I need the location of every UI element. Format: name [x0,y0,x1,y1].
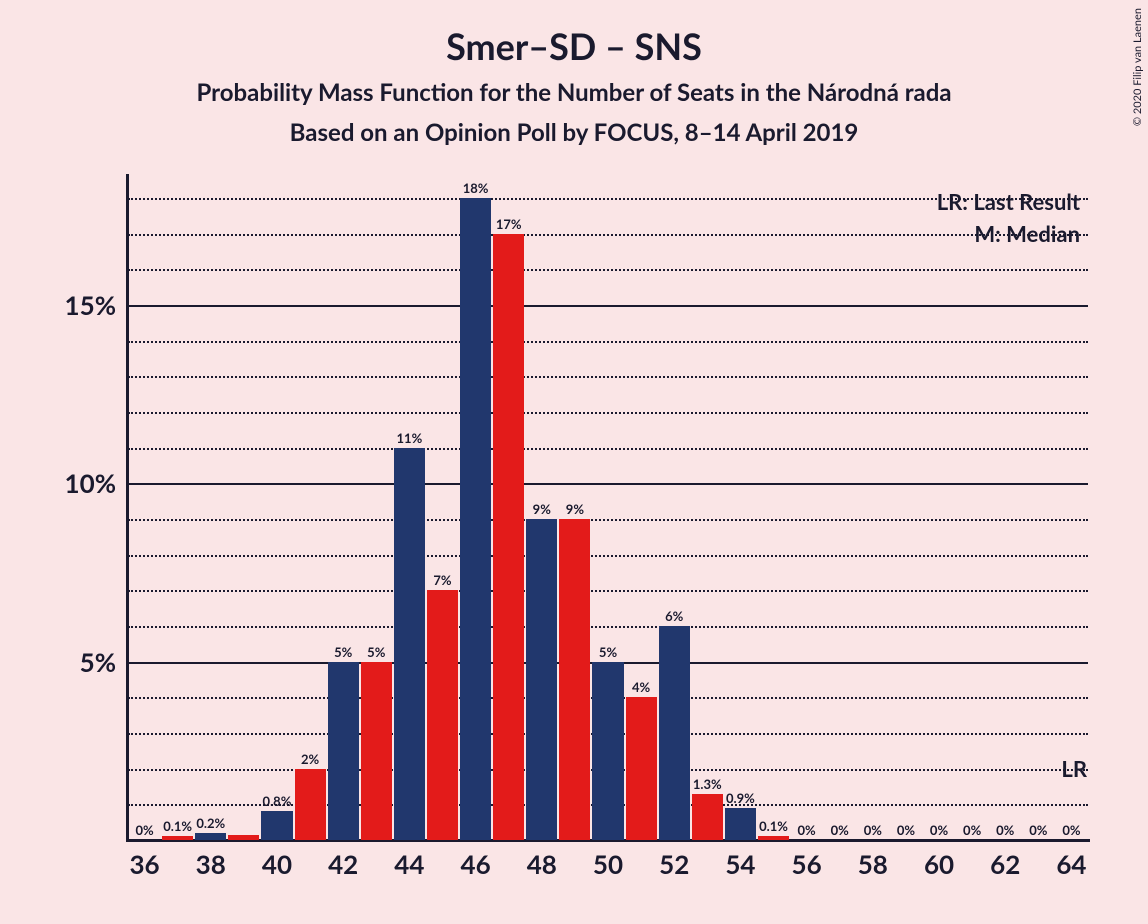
y-axis [126,174,129,840]
bar-value-label: 0% [1062,822,1080,838]
bar-value-label: 9% [533,501,551,517]
gridline [128,269,1088,271]
last-result-marker: LR [1061,755,1087,782]
copyright-text: © 2020 Filip van Laenen [1131,8,1144,126]
gridline [128,626,1088,628]
bar-value-label: 0% [831,822,849,838]
x-axis-tick-label: 52 [659,848,689,880]
bar-value-label: 0.1% [759,818,788,834]
y-axis-tick-label: 5% [80,646,116,678]
bar-value-label: 0% [864,822,882,838]
bar-value-label: 5% [367,644,385,660]
bar [526,519,557,840]
bar [261,811,292,840]
x-axis-tick-label: 60 [924,848,954,880]
bar-value-label: 5% [334,644,352,660]
chart-container: Smer–SD – SNS Probability Mass Function … [0,0,1148,924]
bar-value-label: 6% [665,608,683,624]
bar [559,519,590,840]
bar-value-label: 0.8% [263,793,292,809]
bar-value-label: 0% [996,822,1014,838]
x-axis-tick-label: 62 [990,848,1020,880]
bar-value-label: 0.1% [163,818,192,834]
x-axis-tick-label: 46 [460,848,490,880]
bar [692,794,723,840]
bar-value-label: 0% [135,822,153,838]
gridline [128,519,1088,521]
x-axis-tick-label: 36 [129,848,159,880]
x-axis-tick-label: 64 [1056,848,1086,880]
bar-value-label: 0% [897,822,915,838]
gridline [128,412,1088,414]
bar-value-label: 11% [397,430,423,446]
chart-subtitle-2: Based on an Opinion Poll by FOCUS, 8–14 … [0,118,1148,147]
gridline [128,376,1088,378]
gridline [128,305,1088,307]
bar-value-label: 17% [496,216,522,232]
bar [328,662,359,840]
y-axis-tick-label: 10% [65,467,116,499]
bar-value-label: 0.2% [196,815,225,831]
chart-subtitle-1: Probability Mass Function for the Number… [0,78,1148,107]
x-axis-tick-label: 44 [394,848,424,880]
x-axis-tick-label: 56 [792,848,822,880]
x-axis-tick-label: 38 [196,848,226,880]
legend-last-result: LR: Last Result [937,188,1080,215]
bar-value-label: 7% [433,572,451,588]
bar [162,836,193,840]
bar [758,836,789,840]
bar [725,808,756,840]
bar-value-label: 1.3% [693,776,722,792]
gridline [128,234,1088,236]
bar [626,697,657,840]
bar-value-label: 4% [632,679,650,695]
bar [394,448,425,840]
bar-value-label: 0% [798,822,816,838]
x-axis-tick-label: 58 [858,848,888,880]
y-axis-tick-label: 15% [65,289,116,321]
bar [361,662,392,840]
bar-value-label: 18% [463,180,489,196]
bar [460,198,491,840]
gridline [128,341,1088,343]
plot-area: LR: Last Result M: Median 5%10%15%0%360.… [128,180,1088,840]
x-axis-tick-label: 50 [593,848,623,880]
bar-value-label: 5% [599,644,617,660]
bar [295,769,326,840]
chart-title: Smer–SD – SNS [0,24,1148,68]
bar-value-label: 0.9% [726,790,755,806]
bar-value-label: 0% [1029,822,1047,838]
bar-value-label: 2% [301,751,319,767]
gridline [128,590,1088,592]
x-axis-tick-label: 42 [328,848,358,880]
bar-value-label: 9% [566,501,584,517]
bar-value-label: 0% [930,822,948,838]
gridline [128,483,1088,485]
bar [228,835,259,840]
x-axis-tick-label: 54 [725,848,755,880]
x-axis-tick-label: 48 [527,848,557,880]
bar [427,590,458,840]
gridline [128,198,1088,200]
gridline [128,448,1088,450]
bar [659,626,690,840]
bar [195,833,226,840]
gridline [128,555,1088,557]
x-axis-tick-label: 40 [262,848,292,880]
bar-value-label: 0% [963,822,981,838]
bar [493,234,524,840]
bar [592,662,623,840]
